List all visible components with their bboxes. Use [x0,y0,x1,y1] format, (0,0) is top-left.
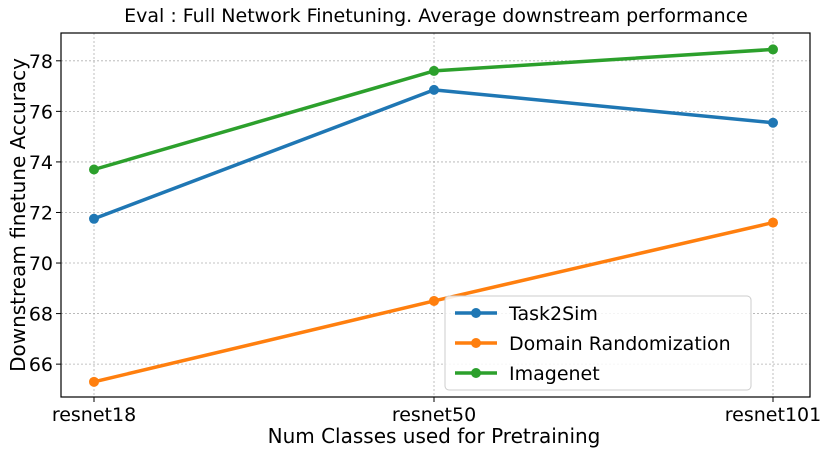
x-tick-label: resnet101 [725,404,821,426]
x-axis-label: Num Classes used for Pretraining [268,424,601,448]
x-axis: resnet18 resnet50 resnet101 [52,397,821,426]
data-point [768,44,778,55]
data-point [429,65,439,76]
y-axis-label: Downstream finetune Accuracy [6,58,30,372]
legend: Task2Sim Domain Randomization Imagenet [444,295,752,391]
data-point [429,295,439,306]
plot-frame [60,32,811,398]
y-tick-label: 78 [29,51,53,73]
series-group [89,44,778,387]
y-tick-label: 76 [29,101,53,123]
y-tick-label: 66 [29,354,53,376]
x-tick-label: resnet50 [392,404,476,426]
y-tick-label: 70 [29,253,53,275]
series-line [92,88,775,221]
data-point [89,164,99,175]
data-point [89,376,99,387]
y-axis: 66 68 70 72 74 76 78 [29,51,61,376]
legend-box [444,295,752,391]
legend-swatch-marker [471,368,481,378]
legend-label: Task2Sim [508,303,598,325]
x-tick-label: resnet18 [52,404,136,426]
data-point [768,117,778,128]
y-tick-label: 68 [29,304,53,326]
y-tick-label: 72 [29,202,53,224]
data-point [429,84,439,95]
chart-title: Eval : Full Network Finetuning. Average … [124,5,748,27]
legend-label: Domain Randomization [509,333,731,355]
y-tick-label: 74 [29,152,53,174]
legend-label: Imagenet [509,363,600,385]
legend-swatch-marker [471,338,481,348]
data-point [89,213,99,224]
legend-swatch-marker [471,308,481,318]
data-point [768,217,778,228]
